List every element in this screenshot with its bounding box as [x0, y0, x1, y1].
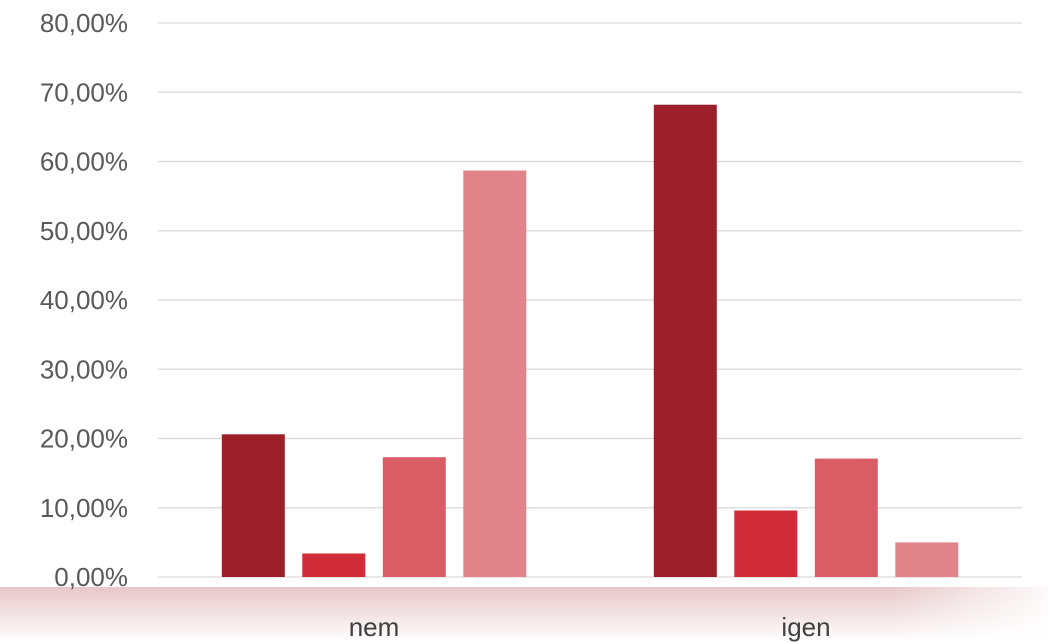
y-axis-tick-labels: 0,00% 10,00% 20,00% 30,00% 40,00% 50,00% 60,00… — [40, 8, 128, 592]
bar-igen-series-1 — [653, 104, 717, 577]
bar-igen-series-2 — [734, 510, 798, 577]
bar-nem-series-1 — [221, 434, 285, 577]
y-tick-label: 50,00% — [40, 216, 128, 246]
axis-band-fade — [0, 587, 1048, 642]
bar-nem-series-2 — [302, 553, 366, 577]
x-category-label: nem — [349, 612, 400, 642]
bar-nem-series-4 — [463, 170, 527, 577]
x-category-label: igen — [781, 612, 830, 642]
y-tick-label: 20,00% — [40, 424, 128, 454]
y-tick-label: 60,00% — [40, 147, 128, 177]
bar-nem-series-3 — [382, 457, 446, 577]
y-tick-label: 80,00% — [40, 8, 128, 38]
x-axis-category-labels: nem igen — [349, 612, 831, 642]
y-tick-label: 70,00% — [40, 77, 128, 107]
y-tick-label: 40,00% — [40, 285, 128, 315]
y-tick-label: 0,00% — [54, 562, 128, 592]
gridlines — [158, 22, 1022, 578]
bars — [221, 104, 959, 577]
y-tick-label: 30,00% — [40, 354, 128, 384]
y-tick-label: 10,00% — [40, 493, 128, 523]
bar-igen-series-3 — [814, 458, 878, 577]
bar-igen-series-4 — [895, 542, 959, 577]
